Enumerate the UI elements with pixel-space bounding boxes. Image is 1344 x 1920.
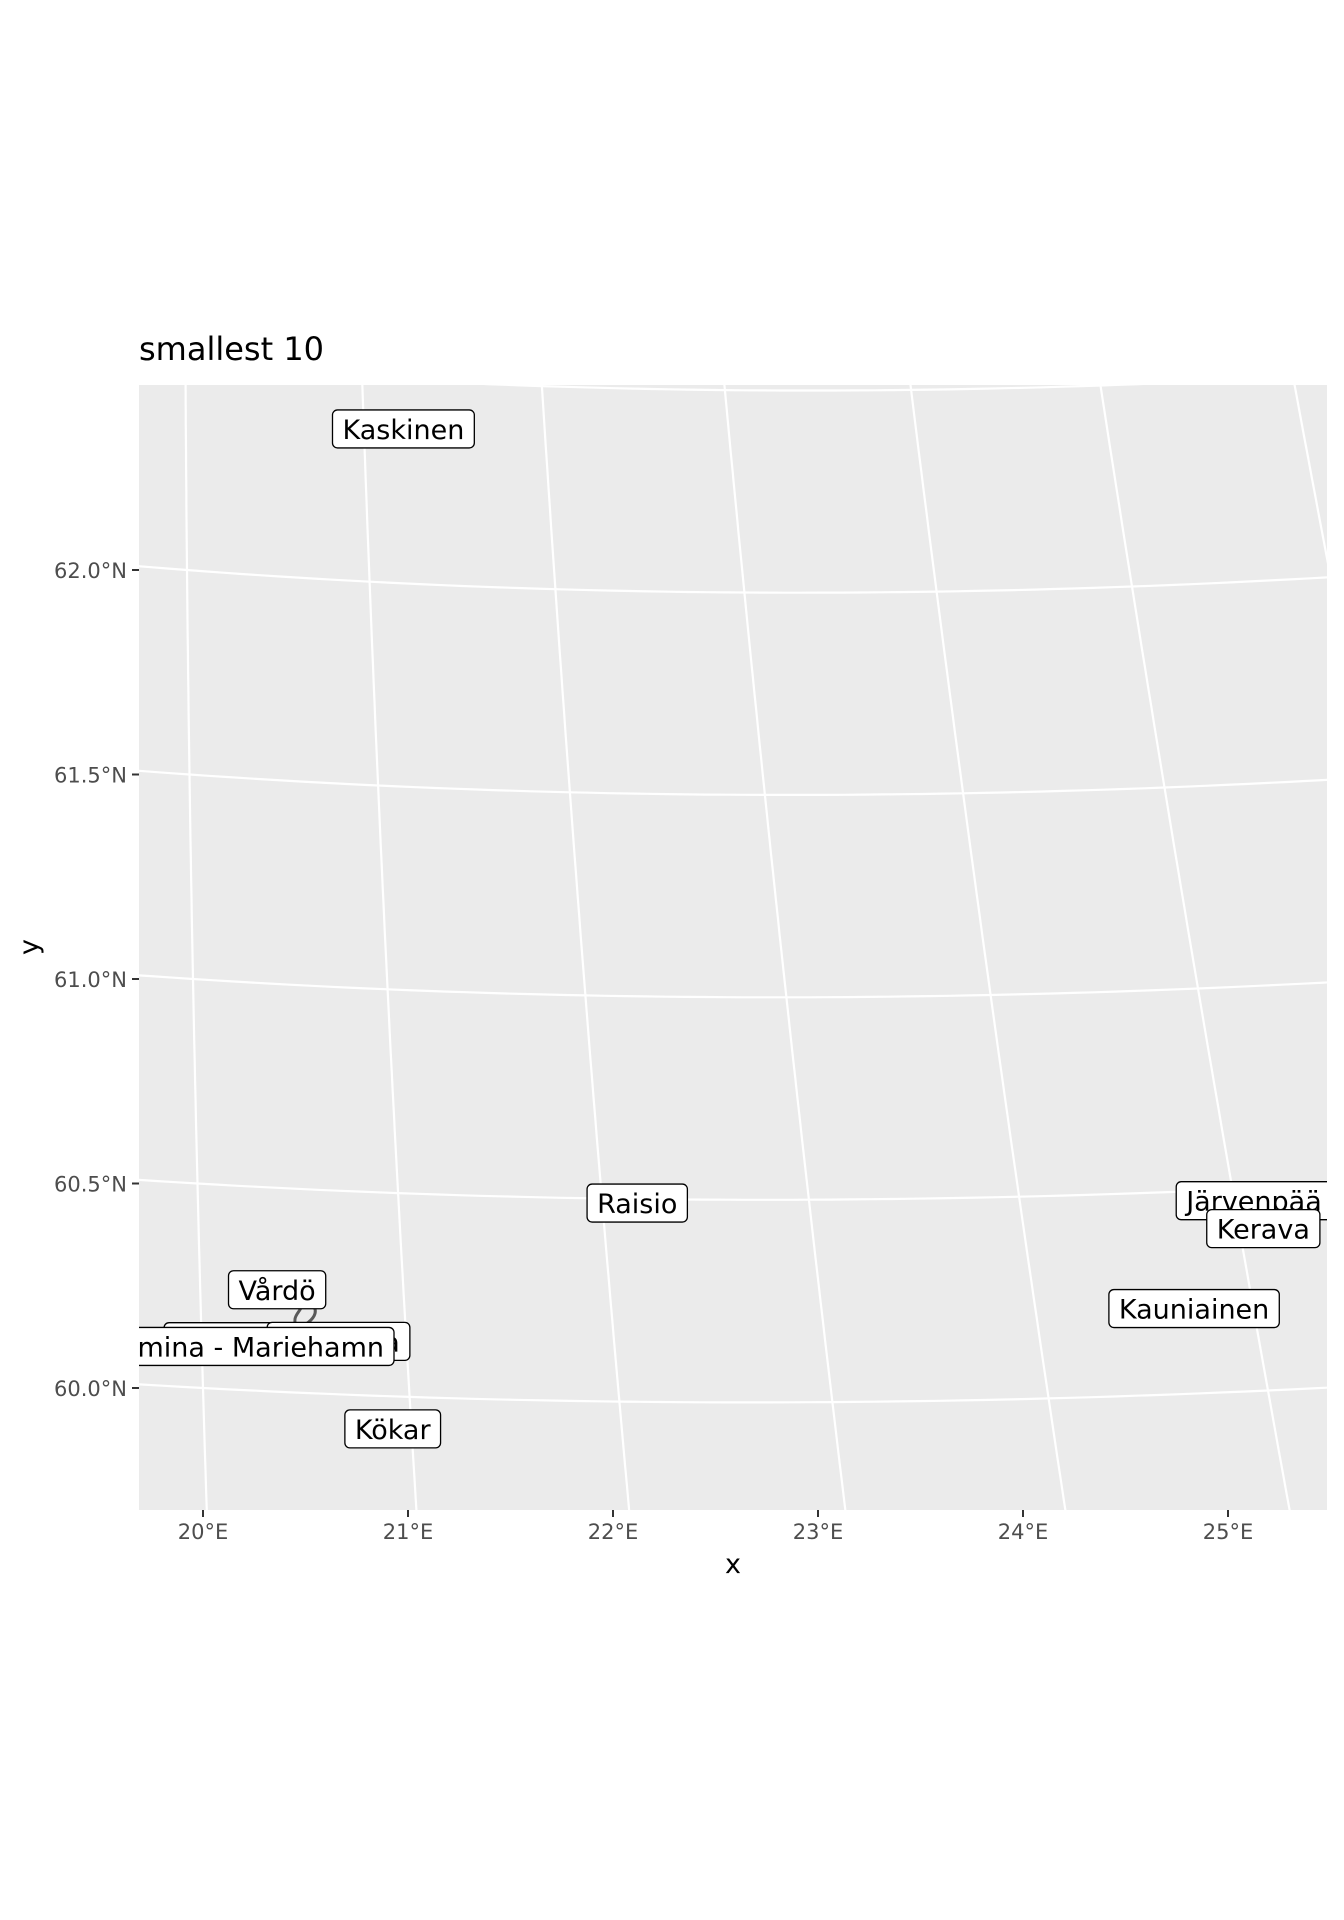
meridian-line bbox=[723, 385, 847, 1510]
x-axis: 20°E 21°E 22°E 23°E 24°E 25°E bbox=[178, 1510, 1254, 1544]
y-tick-label: 61.5°N bbox=[54, 764, 127, 788]
x-tick-label: 23°E bbox=[793, 1520, 844, 1544]
place-label-box bbox=[344, 1409, 442, 1449]
place-label-box bbox=[1108, 1288, 1280, 1329]
parallel-line bbox=[139, 1383, 1327, 1404]
place-labels: KaskinenRaisioVårdöLumparlandSottungaMaa… bbox=[0, 409, 1327, 1449]
meridian-line bbox=[184, 385, 208, 1510]
place-label: Kauniainen bbox=[1108, 1288, 1280, 1329]
place-label-text: Kökar bbox=[355, 1415, 432, 1446]
place-label: Vårdö bbox=[227, 1270, 327, 1310]
parallel-line bbox=[139, 974, 1327, 999]
y-axis-label: y bbox=[14, 939, 45, 955]
parallel-line bbox=[139, 565, 1327, 594]
parallel-line bbox=[0, 1572, 1344, 1605]
place-label-text: Vårdö bbox=[239, 1276, 316, 1307]
x-tick-label: 25°E bbox=[1203, 1520, 1254, 1544]
place-label: Kökar bbox=[344, 1409, 442, 1449]
place-label-text: Raisio bbox=[597, 1189, 677, 1220]
parallel-line bbox=[483, 385, 1145, 392]
x-tick-label: 22°E bbox=[588, 1520, 639, 1544]
place-label: Raisio bbox=[586, 1183, 689, 1223]
place-label: Kerava bbox=[1206, 1208, 1321, 1249]
place-label-box bbox=[331, 409, 475, 449]
meridian-line bbox=[0, 226, 15, 1621]
place-label: Kaskinen bbox=[331, 409, 475, 449]
x-tick-label: 20°E bbox=[178, 1520, 229, 1544]
x-tick-label: 21°E bbox=[383, 1520, 434, 1544]
parallel-line bbox=[139, 769, 1327, 797]
y-tick-label: 61.0°N bbox=[54, 968, 127, 992]
place-label-box bbox=[227, 1270, 327, 1310]
y-axis: 60.0°N 60.5°N 61.0°N 61.5°N 62.0°N bbox=[54, 559, 139, 1401]
place-label-text: Maarianhamina - Mariehamn bbox=[0, 1332, 384, 1363]
meridian-line bbox=[1099, 385, 1291, 1510]
y-tick-label: 60.5°N bbox=[54, 1173, 127, 1197]
place-label-box bbox=[1206, 1208, 1321, 1249]
meridian-line bbox=[909, 385, 1067, 1510]
x-axis-label: x bbox=[725, 1549, 741, 1580]
place-label-box bbox=[139, 1326, 395, 1367]
meridian-line bbox=[540, 385, 631, 1510]
place-label-text: Kaskinen bbox=[342, 415, 464, 446]
y-tick-label: 62.0°N bbox=[54, 559, 127, 583]
place-label-box bbox=[586, 1183, 689, 1223]
meridian-line bbox=[1293, 385, 1327, 565]
y-tick-label: 60.0°N bbox=[54, 1377, 127, 1401]
x-tick-label: 24°E bbox=[998, 1520, 1049, 1544]
map-title: smallest 10 bbox=[139, 330, 325, 368]
place-label-text: Kerava bbox=[1217, 1215, 1310, 1246]
place-label: Maarianhamina - Mariehamn bbox=[0, 1326, 395, 1367]
place-label-text: Kauniainen bbox=[1119, 1295, 1269, 1326]
